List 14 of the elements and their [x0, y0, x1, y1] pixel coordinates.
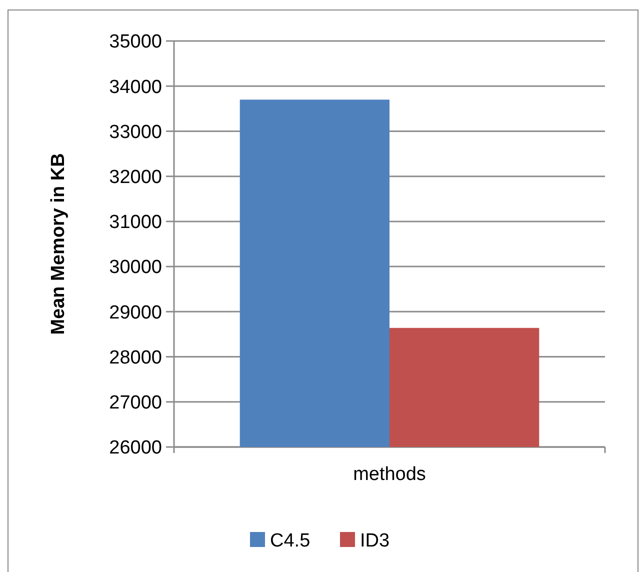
y-tick-label: 27000 [109, 392, 162, 414]
y-axis-title: Mean Memory in KB [48, 153, 69, 335]
y-tick-label: 35000 [109, 32, 162, 53]
y-tick-label: 31000 [109, 212, 162, 234]
y-tick-label: 26000 [109, 438, 162, 459]
x-tick-label: methods [353, 464, 426, 485]
y-tick-label: 34000 [109, 76, 162, 98]
y-tick-label: 32000 [109, 166, 162, 188]
legend-label: ID3 [360, 530, 390, 552]
y-tick-label: 33000 [109, 122, 162, 143]
y-tick-label: 28000 [109, 347, 162, 368]
y-tick-label: 29000 [109, 302, 162, 324]
y-tick-label: 30000 [109, 257, 162, 278]
legend-label: C4.5 [270, 530, 310, 552]
